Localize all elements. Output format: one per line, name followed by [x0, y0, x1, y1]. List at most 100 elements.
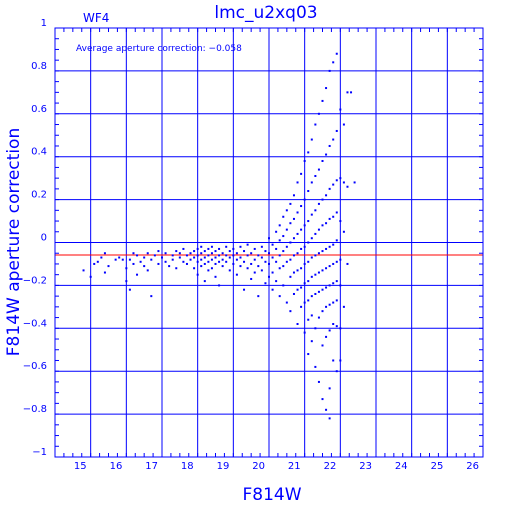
data-point [325, 194, 328, 197]
data-point [335, 260, 338, 263]
data-point [328, 387, 331, 390]
data-point [178, 252, 181, 255]
data-point [257, 265, 260, 268]
data-point [207, 269, 210, 272]
data-point [317, 112, 320, 115]
data-point [300, 247, 303, 250]
data-point [260, 245, 263, 248]
data-point [260, 269, 263, 272]
data-point [285, 209, 288, 212]
data-point [189, 258, 192, 261]
data-point [225, 260, 228, 263]
data-point [321, 398, 324, 401]
data-point [268, 275, 270, 278]
data-point [300, 305, 303, 308]
data-point [235, 258, 238, 261]
data-point [282, 215, 285, 218]
data-point [150, 295, 153, 298]
plot-frame [54, 27, 484, 458]
data-point [300, 286, 303, 289]
data-point [310, 213, 313, 216]
data-point [239, 245, 242, 248]
data-point [285, 228, 288, 231]
data-point [218, 254, 221, 257]
data-point [268, 252, 270, 255]
data-point [342, 230, 345, 233]
data-point [335, 239, 338, 242]
data-point [292, 217, 295, 220]
data-point [321, 288, 324, 291]
data-point [289, 202, 292, 205]
data-point [335, 211, 338, 214]
data-point [303, 301, 306, 304]
data-point [317, 380, 320, 383]
data-point [332, 301, 335, 304]
data-point [132, 252, 135, 255]
data-point [164, 252, 167, 255]
data-point [321, 310, 324, 313]
data-point [296, 252, 299, 255]
data-point [132, 262, 135, 265]
data-point [143, 265, 146, 268]
data-point [296, 211, 299, 214]
x-tick-label: 21 [288, 461, 301, 472]
data-point [161, 256, 163, 259]
data-point [171, 254, 174, 257]
data-point [307, 299, 310, 302]
data-point [325, 305, 328, 308]
data-point [303, 331, 306, 334]
data-point [303, 159, 306, 162]
data-point [193, 250, 196, 253]
y-tick-label: −0.6 [23, 361, 47, 372]
data-point [317, 228, 320, 231]
data-point [196, 273, 199, 276]
x-tick-labels: 15 16 17 18 19 20 21 22 23 24 25 26 [74, 461, 479, 472]
data-point [332, 215, 335, 218]
data-point [218, 260, 221, 263]
data-point [321, 250, 324, 253]
y-tick-label: 0 [41, 233, 47, 244]
x-tick-label: 20 [252, 461, 265, 472]
x-axis-label: F814W [242, 485, 301, 505]
data-point [339, 284, 342, 287]
data-point [221, 252, 224, 255]
data-point [300, 205, 303, 208]
data-point [342, 181, 345, 184]
x-tick-label: 22 [324, 461, 337, 472]
data-point [214, 275, 217, 278]
data-point [339, 220, 342, 223]
data-point [146, 269, 149, 272]
data-point [153, 254, 156, 257]
data-point [221, 258, 224, 261]
x-tick-label: 26 [466, 461, 479, 472]
data-point [328, 245, 331, 248]
data-point [264, 282, 267, 285]
data-point [317, 271, 320, 274]
data-point [107, 265, 110, 268]
data-point [296, 181, 299, 184]
data-point [335, 129, 338, 132]
data-point [321, 344, 324, 347]
data-point [321, 99, 324, 102]
data-point [171, 258, 174, 261]
data-point [139, 260, 142, 263]
data-point [321, 269, 324, 272]
data-point [243, 288, 246, 291]
data-point [310, 340, 313, 343]
data-point [307, 151, 310, 154]
data-point [243, 250, 246, 253]
data-point [339, 258, 342, 261]
data-point [332, 359, 335, 362]
data-point [185, 262, 188, 265]
data-point [321, 224, 324, 227]
data-point [207, 247, 210, 250]
data-point [114, 258, 117, 261]
data-point [168, 265, 171, 268]
data-point [289, 258, 292, 261]
y-tick-label: 0.4 [31, 147, 47, 158]
data-point [350, 91, 353, 94]
y-tick-label: −0.2 [23, 275, 47, 286]
data-point [335, 325, 338, 328]
data-point [225, 254, 228, 257]
data-point [196, 260, 199, 263]
